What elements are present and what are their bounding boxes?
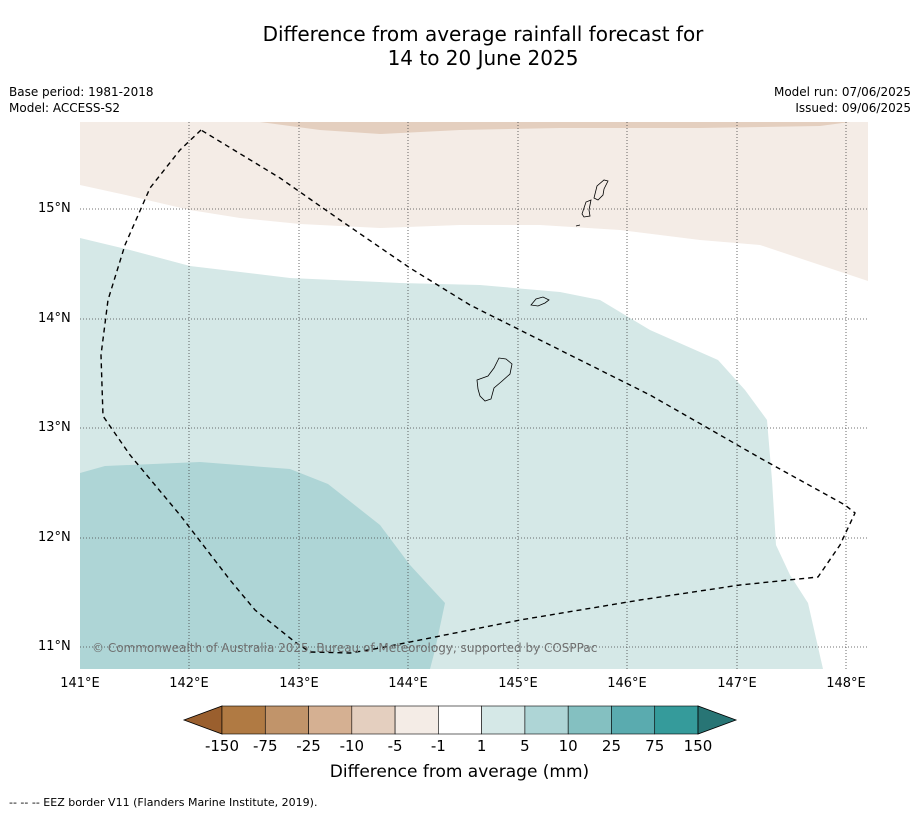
lon-label: 143°E: [279, 676, 319, 691]
colorbar-tick-label: 25: [601, 737, 621, 755]
colorbar-tick-label: 1: [476, 737, 487, 755]
issued-date: Issued: 09/06/2025: [795, 101, 911, 115]
lat-label: 14°N: [38, 311, 71, 326]
lat-label: 12°N: [38, 530, 71, 545]
colorbar-tick-label: 150: [683, 737, 713, 755]
eez-border: [100, 129, 856, 654]
lon-label: 147°E: [717, 676, 757, 691]
region-brown-mid: [260, 122, 850, 134]
eez-footnote: -- -- -- EEZ border V11 (Flanders Marine…: [9, 796, 318, 809]
colorbar-title: Difference from average (mm): [329, 762, 590, 782]
title-line-1: Difference from average rainfall forecas…: [262, 22, 704, 46]
lon-label: 145°E: [498, 676, 538, 691]
colorbar-tick-label: 75: [645, 737, 665, 755]
lon-label: 141°E: [60, 676, 100, 691]
colorbar-tick-label: 10: [558, 737, 578, 755]
copyright-notice: © Commonwealth of Australia 2025, Bureau…: [92, 641, 598, 655]
colorbar-tick-label: 5: [520, 737, 530, 755]
colorbar-tick-label: -10: [339, 737, 365, 755]
map-title: Difference from average rainfall forecas…: [0, 22, 919, 70]
meta-right: Model run: 07/06/2025 Issued: 09/06/2025: [774, 84, 911, 116]
island-guam: [476, 357, 513, 402]
base-period: Base period: 1981-2018: [9, 85, 154, 99]
colorbar-tick-label: -1: [430, 737, 446, 755]
colorbar-tick-label: -5: [387, 737, 403, 755]
model-name: Model: ACCESS-S2: [9, 101, 121, 115]
lon-label: 146°E: [607, 676, 647, 691]
islands: [476, 179, 609, 402]
island-saipan: [593, 179, 609, 201]
lon-label: 148°E: [826, 676, 866, 691]
meta-left: Base period: 1981-2018 Model: ACCESS-S2: [9, 84, 154, 116]
model-run: Model run: 07/06/2025: [773, 85, 911, 99]
region-teal-mid: [80, 462, 445, 669]
lat-label: 13°N: [38, 420, 71, 435]
island-aguijan: [575, 224, 581, 227]
lat-label: 11°N: [38, 639, 71, 654]
title-line-2: 14 to 20 June 2025: [387, 46, 579, 70]
island-rota: [530, 296, 550, 307]
lat-label: 15°N: [38, 201, 71, 216]
lon-label: 144°E: [388, 676, 428, 691]
colorbar-tick-label: -150: [204, 737, 240, 755]
island-tinian: [581, 199, 592, 218]
graticule: [80, 122, 868, 669]
lon-label: 142°E: [169, 676, 209, 691]
region-brown-light: [80, 122, 868, 281]
colorbar-tick-label: -25: [296, 737, 321, 755]
colorbar-tick-label: -75: [253, 737, 278, 755]
